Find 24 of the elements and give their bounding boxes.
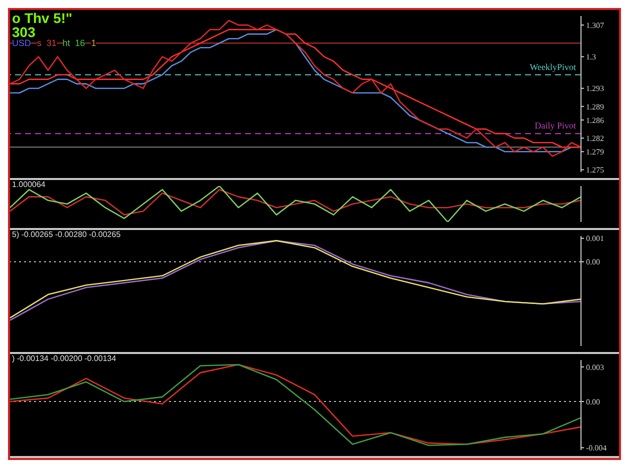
annotation: ) -0.00134 -0.00200 -0.00134 — [12, 354, 116, 363]
y-tick-label: 1.3 — [586, 52, 596, 62]
annotation: USD — [12, 38, 32, 48]
y-tick-label: 1.279 — [586, 147, 604, 156]
annotation: 1.000064 — [12, 180, 46, 189]
y-tick-label: 0.003 — [586, 362, 604, 372]
annotation: o Thv 5!" — [12, 10, 74, 26]
y-tick-label: 0.001 — [586, 234, 604, 244]
annotation: ht 16 — [62, 38, 86, 48]
y-tick-label: 0.00 — [586, 258, 600, 267]
y-tick-label: 1.293 — [586, 84, 604, 94]
ref-line-label: Daily Pivot — [534, 120, 576, 131]
y-tick-label: 1.286 — [586, 116, 604, 125]
annotation: 303 — [12, 24, 36, 40]
ref-line-label: WeeklyPivot — [530, 62, 576, 72]
annotation: 5) -0.00265 -0.00280 -0.00265 — [12, 230, 121, 239]
y-tick-label: 1.275 — [586, 166, 604, 175]
annotation: 1 — [91, 38, 96, 48]
y-tick-label: 0.00 — [586, 397, 600, 406]
y-tick-label: 1.289 — [586, 102, 604, 112]
annotation: s 31 — [37, 38, 57, 48]
y-tick-label: 1.282 — [586, 134, 604, 143]
y-tick-label: 1.307 — [586, 20, 604, 30]
y-tick-label: -0.004 — [586, 444, 607, 453]
